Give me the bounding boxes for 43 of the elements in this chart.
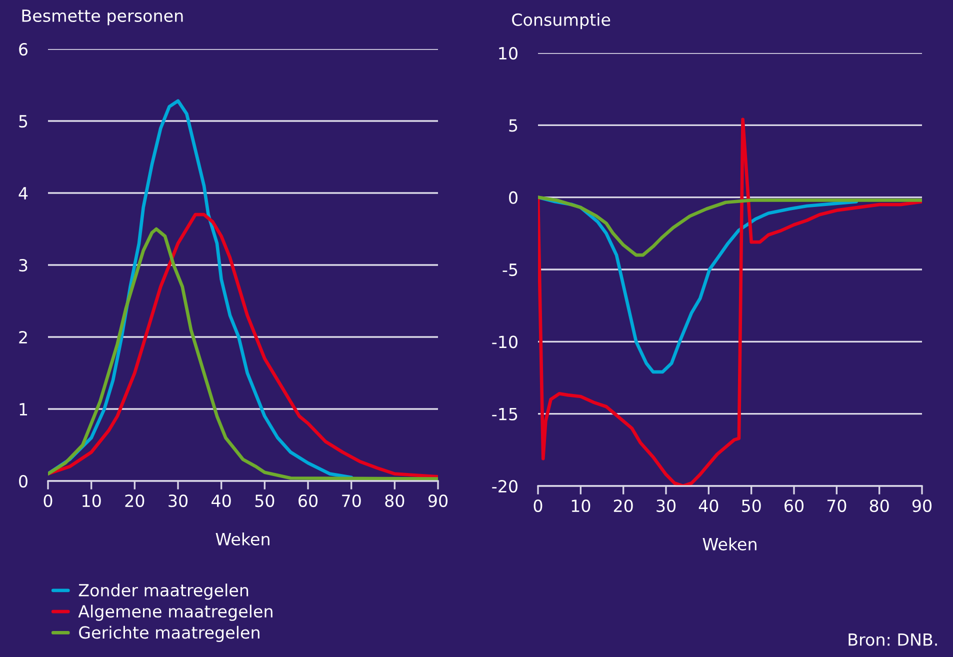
y-tick-label: 0 xyxy=(19,474,28,488)
y-tick-label: 10 xyxy=(499,46,518,60)
text: Bron: DNB. xyxy=(848,634,937,646)
y-tick-label: 3 xyxy=(19,258,28,272)
x-axis-title: Weken xyxy=(702,538,756,550)
y-tick-label: -15 xyxy=(492,408,518,420)
y-tick-label: 1 xyxy=(20,403,28,416)
x-tick-label: 90 xyxy=(428,494,448,508)
legend-label: Algemene maatregelen xyxy=(78,604,272,621)
x-tick-label: 40 xyxy=(698,499,718,512)
line-series xyxy=(538,196,922,257)
legend-label: Gerichte maatregelen xyxy=(79,626,260,642)
x-tick-label: 20 xyxy=(125,494,144,508)
y-tick-label: -5 xyxy=(502,264,518,276)
y-tick-label: -10 xyxy=(492,336,518,348)
x-axis-title: Weken xyxy=(216,532,270,546)
y-tick-label: 4 xyxy=(18,187,28,200)
y-tick-label: 2 xyxy=(19,330,27,344)
x-tick-label: 40 xyxy=(212,494,231,508)
x-tick-label: 70 xyxy=(827,499,846,512)
y-tick-label: 6 xyxy=(19,42,28,56)
x-tick-label: 80 xyxy=(385,494,404,508)
x-tick-label: 0 xyxy=(534,499,542,512)
x-tick-label: 50 xyxy=(742,499,761,512)
x-tick-label: 60 xyxy=(784,499,804,512)
y-tick-label: 5 xyxy=(509,119,518,132)
y-tick-label: 5 xyxy=(19,115,28,128)
y-tick-label: -20 xyxy=(492,480,518,493)
x-tick-label: 90 xyxy=(912,499,932,512)
x-tick-label: 30 xyxy=(656,499,676,512)
x-tick-label: 80 xyxy=(870,499,889,512)
y-tick-label: 0 xyxy=(509,191,518,204)
chart-title: Consumptie xyxy=(512,13,610,30)
legend-label: Zonder maatregelen xyxy=(78,584,248,600)
chart-title: Besmette personen xyxy=(22,10,183,26)
x-tick-label: 10 xyxy=(572,499,590,512)
x-tick-label: 70 xyxy=(342,494,361,508)
x-tick-label: 20 xyxy=(614,499,633,512)
x-tick-label: 30 xyxy=(168,494,188,508)
x-tick-label: 10 xyxy=(82,494,101,508)
x-tick-label: 50 xyxy=(255,494,274,508)
x-tick-label: 60 xyxy=(298,494,318,508)
x-tick-label: 0 xyxy=(44,494,52,508)
